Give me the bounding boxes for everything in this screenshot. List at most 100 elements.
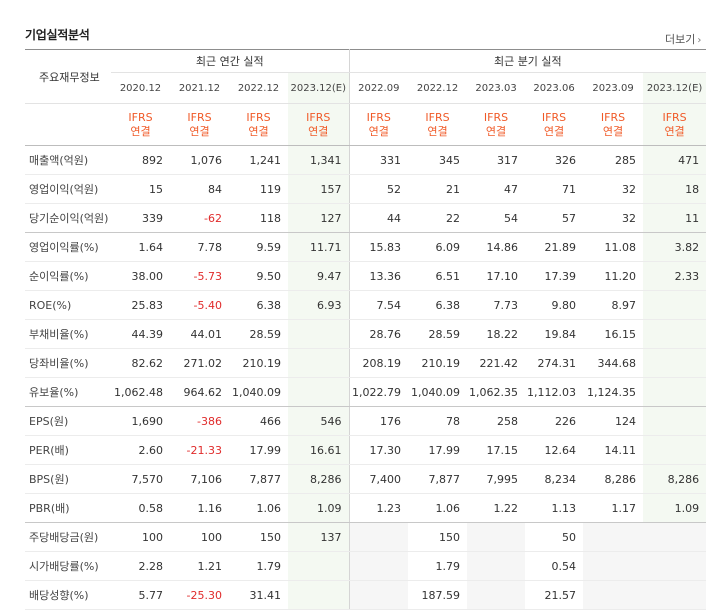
table-cell: 1.06: [229, 493, 288, 523]
table-cell: 1,076: [170, 145, 229, 175]
table-cell: 32: [583, 174, 644, 204]
table-cell: 11.20: [583, 261, 644, 291]
table-cell: 7.54: [349, 290, 409, 320]
ifrs-badge: IFRS 연결: [467, 103, 526, 146]
consolidated-label: 연결: [130, 124, 151, 138]
table-cell: [583, 522, 644, 552]
table-cell: 21: [408, 174, 468, 204]
row-label: 주당배당금(원): [25, 522, 111, 552]
table-row: 매출액(억원) 892 1,076 1,241 1,341 331 345 317 326 285…: [25, 145, 707, 175]
table-cell: 21.89: [525, 232, 584, 262]
table-cell: 127: [288, 203, 350, 233]
table-cell: 208.19: [349, 348, 409, 378]
period-header: 2022.12: [229, 72, 288, 104]
table-cell: [643, 290, 707, 320]
ifrs-label: IFRS: [187, 110, 212, 124]
ifrs-badge: IFRS 연결: [111, 103, 170, 146]
table-cell: 176: [349, 406, 409, 436]
table-cell: 137: [288, 522, 350, 552]
period-header: 2023.06: [525, 72, 584, 104]
table-cell: [349, 551, 409, 581]
table-row: 당좌비율(%) 82.62 271.02 210.19 208.19 210.19 221.…: [25, 348, 707, 378]
table-cell: [349, 580, 409, 610]
table-cell: 1,062.48: [111, 377, 170, 407]
table-cell: 38.00: [111, 261, 170, 291]
table-row: PBR(배) 0.58 1.16 1.06 1.09 1.23 1.06 1.22 1.13 1.…: [25, 493, 707, 523]
table-cell: -62: [170, 203, 229, 233]
table-cell: 0.58: [111, 493, 170, 523]
table-cell: 1.23: [349, 493, 409, 523]
ifrs-badge: IFRS 연결: [288, 103, 350, 146]
table-cell: 226: [525, 406, 584, 436]
table-cell: 71: [525, 174, 584, 204]
table-cell: 44.01: [170, 319, 229, 349]
table-cell: 150: [229, 522, 288, 552]
table-cell: 12.64: [525, 435, 584, 465]
row-label: 당기순이익(억원): [25, 203, 111, 233]
more-link[interactable]: 더보기 ›: [665, 31, 701, 47]
table-cell: 31.41: [229, 580, 288, 610]
table-cell: 7,570: [111, 464, 170, 494]
table-cell: 7,877: [229, 464, 288, 494]
table-cell: 150: [408, 522, 468, 552]
table-cell: 6.93: [288, 290, 350, 320]
table-cell: 1.21: [170, 551, 229, 581]
table-cell: 1.13: [525, 493, 584, 523]
table-cell: [583, 580, 644, 610]
row-label: ROE(%): [25, 290, 111, 320]
ifrs-label: IFRS: [541, 110, 567, 124]
table-cell: 345: [408, 145, 468, 175]
consolidated-label: 연결: [543, 124, 565, 138]
table-cell: 210.19: [408, 348, 468, 378]
ifrs-header-row: IFRS 연결 IFRS 연결 IFRS 연결 IFRS 연결 IFRS 연결 IFRS 연결 IFRS…: [25, 103, 707, 146]
table-cell: [288, 319, 350, 349]
table-row: ROE(%) 25.83 -5.40 6.38 6.93 7.54 6.38 7.73 9.80…: [25, 290, 707, 320]
table-cell: 7,400: [349, 464, 409, 494]
table-cell: 7,995: [467, 464, 526, 494]
ifrs-label: IFRS: [246, 110, 271, 124]
table-cell: 6.09: [408, 232, 468, 262]
table-cell: 0.54: [525, 551, 584, 581]
ifrs-row-label: [25, 103, 111, 146]
table-cell: [643, 580, 707, 610]
table-cell: 274.31: [525, 348, 584, 378]
consolidated-label: 연결: [664, 124, 685, 138]
table-cell: [643, 435, 707, 465]
table-cell: 9.47: [288, 261, 350, 291]
table-cell: 57: [525, 203, 584, 233]
table-cell: 1,341: [288, 145, 350, 175]
table-cell: 1,112.03: [525, 377, 584, 407]
period-header: 2022.09: [349, 72, 409, 104]
table-cell: 13.36: [349, 261, 409, 291]
table-cell: 1.09: [288, 493, 350, 523]
table-cell: 44: [349, 203, 409, 233]
table-body: 매출액(억원) 892 1,076 1,241 1,341 331 345 317 326 285…: [25, 145, 707, 610]
quarterly-group-header: 최근 분기 실적: [349, 49, 707, 73]
table-cell: 9.80: [525, 290, 584, 320]
table-row: 영업이익률(%) 1.64 7.78 9.59 11.71 15.83 6.09 14.86 2…: [25, 232, 707, 262]
table-cell: 1.16: [170, 493, 229, 523]
ifrs-badge: IFRS 연결: [525, 103, 584, 146]
row-header-label: 주요재무정보: [25, 49, 111, 104]
period-header: 2022.12: [408, 72, 468, 104]
ifrs-badge: IFRS 연결: [643, 103, 707, 146]
table-cell: 331: [349, 145, 409, 175]
table-row: BPS(원) 7,570 7,106 7,877 8,286 7,400 7,877 7,99…: [25, 464, 707, 494]
table-cell: 28.59: [408, 319, 468, 349]
table-cell: 221.42: [467, 348, 526, 378]
table-cell: [467, 551, 526, 581]
period-header: 2023.03: [467, 72, 526, 104]
table-cell: 47: [467, 174, 526, 204]
consolidated-label: 연결: [189, 124, 210, 138]
table-cell: 546: [288, 406, 350, 436]
table-cell: 285: [583, 145, 644, 175]
table-cell: 17.99: [408, 435, 468, 465]
table-cell: 1.79: [229, 551, 288, 581]
table-row: 시가배당률(%) 2.28 1.21 1.79 1.79 0.54: [25, 551, 707, 581]
row-label: 당좌비율(%): [25, 348, 111, 378]
table-cell: 19.84: [525, 319, 584, 349]
table-cell: 1,124.35: [583, 377, 644, 407]
row-label: 매출액(억원): [25, 145, 111, 175]
table-cell: 964.62: [170, 377, 229, 407]
table-cell: 1,062.35: [467, 377, 526, 407]
